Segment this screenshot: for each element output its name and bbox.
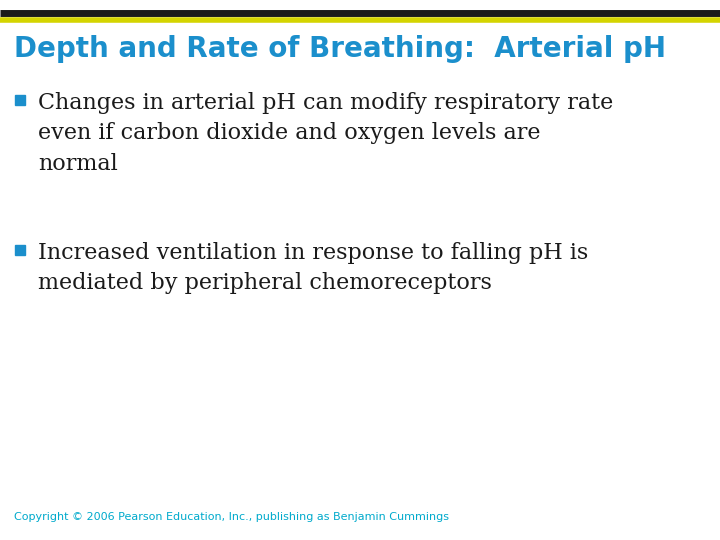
Text: Copyright © 2006 Pearson Education, Inc., publishing as Benjamin Cummings: Copyright © 2006 Pearson Education, Inc.… (14, 512, 449, 522)
Text: Increased ventilation in response to falling pH is
mediated by peripheral chemor: Increased ventilation in response to fal… (38, 242, 588, 294)
Text: Changes in arterial pH can modify respiratory rate
even if carbon dioxide and ox: Changes in arterial pH can modify respir… (38, 92, 613, 175)
Text: Depth and Rate of Breathing:  Arterial pH: Depth and Rate of Breathing: Arterial pH (14, 35, 666, 63)
